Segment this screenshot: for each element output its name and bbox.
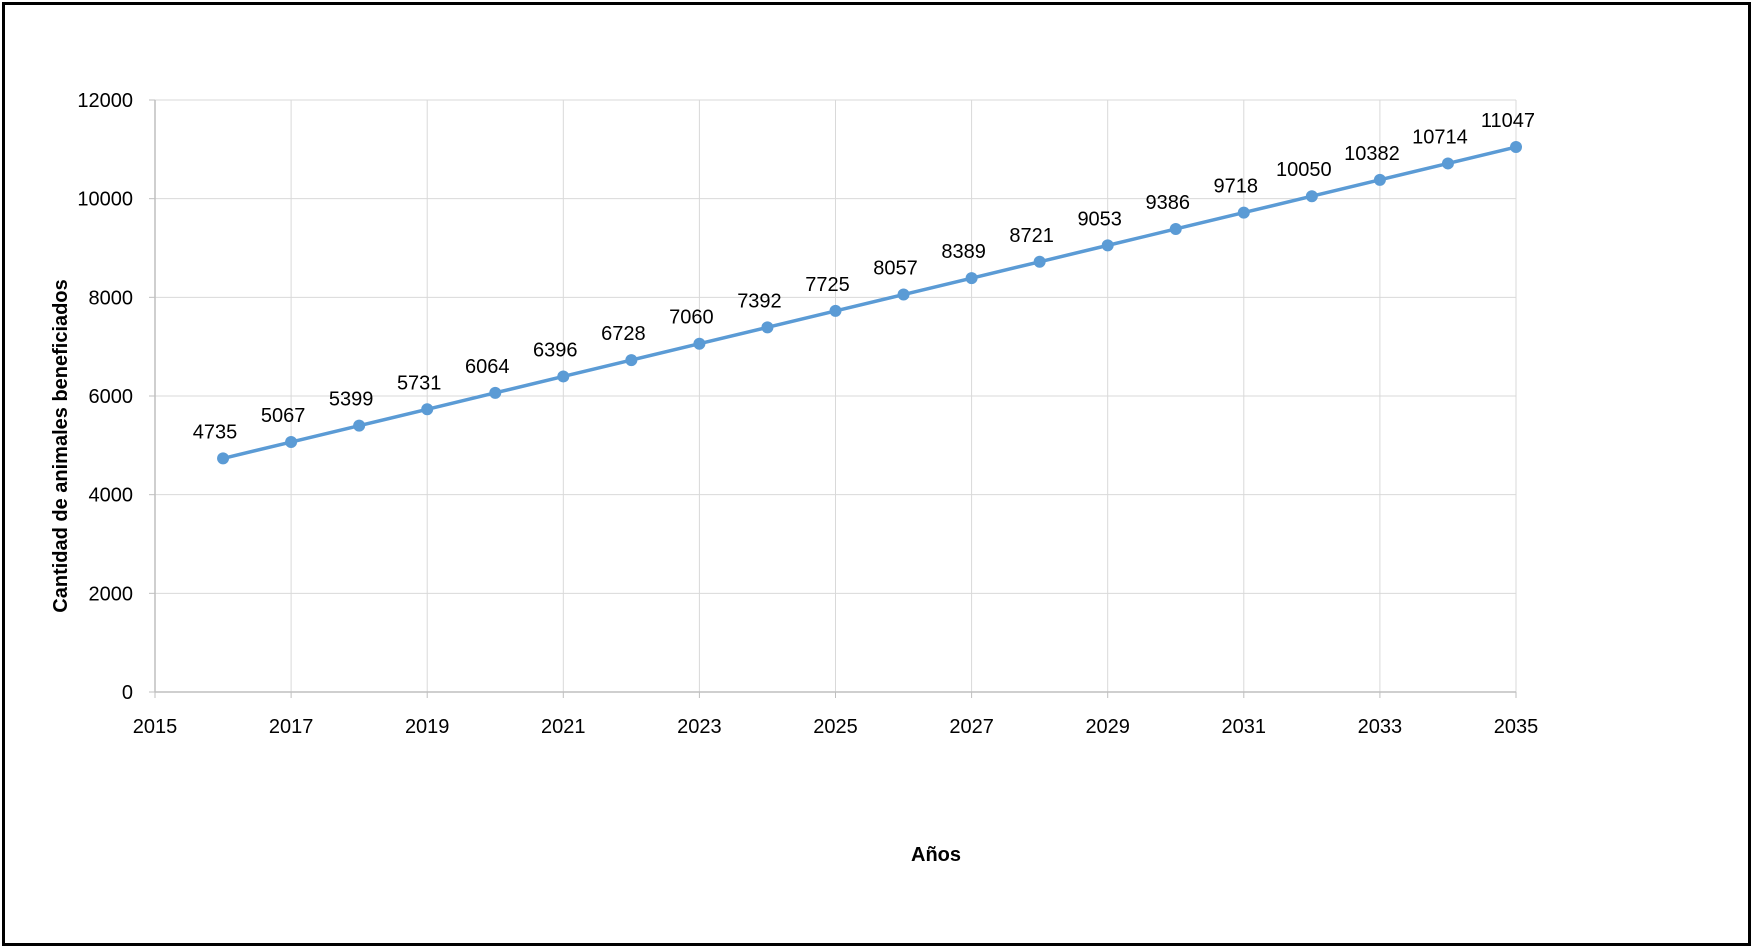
data-point (693, 337, 706, 350)
data-label: 11047 (1481, 110, 1535, 132)
x-tick-label: 2035 (1494, 716, 1539, 738)
y-axis-title: Cantidad de animales beneficiados (50, 279, 72, 612)
series-line (222, 145, 1517, 461)
axes (149, 99, 1517, 698)
data-point (965, 272, 978, 285)
data-point (1510, 141, 1522, 154)
data-point (1033, 255, 1046, 268)
data-label: 9386 (1146, 192, 1191, 214)
data-label: 5731 (397, 372, 442, 394)
data-point (217, 452, 230, 465)
data-label: 9718 (1214, 176, 1259, 198)
data-point (489, 386, 502, 399)
grid-lines (155, 99, 1517, 692)
data-label: 9053 (1077, 208, 1122, 230)
data-label: 6064 (465, 356, 510, 378)
data-point (625, 354, 638, 367)
data-label: 7392 (737, 290, 782, 312)
data-label: 6396 (533, 339, 578, 361)
data-point (557, 370, 570, 383)
x-tick-label: 2023 (677, 716, 722, 738)
data-point (421, 403, 434, 416)
series-line-layer (217, 141, 1522, 465)
data-label: 10714 (1412, 126, 1468, 148)
x-tick-label: 2017 (269, 716, 314, 738)
y-tick-label: 10000 (77, 189, 133, 211)
y-tick-label: 12000 (77, 90, 133, 112)
x-tick-label: 2029 (1085, 716, 1130, 738)
x-tick-label: 2033 (1358, 716, 1403, 738)
data-label: 6728 (601, 323, 646, 345)
data-point (353, 419, 366, 432)
data-label: 7060 (669, 307, 714, 329)
data-point (761, 321, 774, 334)
data-point (829, 304, 842, 317)
y-tick-label: 2000 (89, 583, 134, 605)
y-tick-label: 4000 (89, 485, 134, 507)
data-point (1237, 206, 1250, 219)
data-label: 8721 (1009, 225, 1054, 247)
data-label: 10382 (1344, 143, 1400, 165)
data-label: 8057 (873, 258, 918, 280)
data-label: 7725 (805, 274, 850, 296)
y-tick-label: 6000 (89, 386, 134, 408)
y-tick-label: 8000 (89, 287, 134, 309)
data-point (1169, 222, 1182, 235)
tick-labels: 0 2000 4000 6000 8000 10000 12000 2015 2017 2019 2… (77, 90, 1538, 738)
x-axis-title: Años (911, 844, 961, 866)
data-label: 5067 (261, 405, 306, 427)
x-tick-label: 2025 (813, 716, 858, 738)
data-point (285, 436, 298, 449)
data-labels: 4735 5067 5399 5731 6064 6396 6728 7060 7392 7725… (193, 110, 1535, 443)
data-point (1441, 157, 1454, 170)
y-tick-label: 0 (122, 682, 133, 704)
data-point (1373, 173, 1386, 186)
x-tick-label: 2021 (541, 716, 586, 738)
data-point (1305, 190, 1318, 203)
data-label: 8389 (941, 241, 986, 263)
data-point (897, 288, 910, 301)
data-point (1101, 239, 1114, 252)
x-tick-label: 2019 (405, 716, 450, 738)
data-label: 5399 (329, 389, 374, 411)
x-tick-label: 2015 (133, 716, 178, 738)
x-tick-label: 2031 (1222, 716, 1267, 738)
data-label: 4735 (193, 421, 238, 443)
x-tick-label: 2027 (949, 716, 994, 738)
data-label: 10050 (1276, 159, 1332, 181)
